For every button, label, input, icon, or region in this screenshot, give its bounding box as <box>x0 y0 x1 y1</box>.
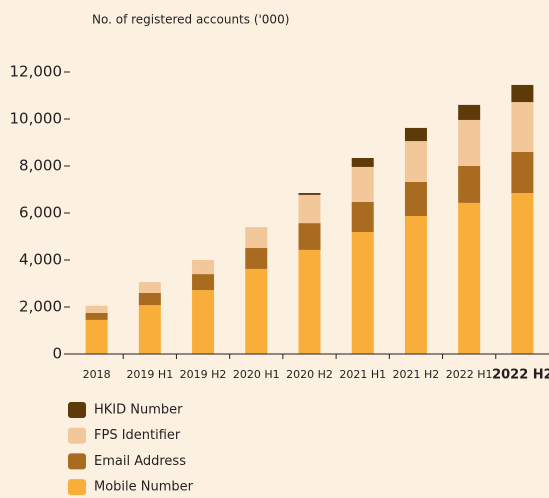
y-tick-label: 10,000 <box>10 110 63 128</box>
x-tick-label: 2019 H2 <box>180 368 227 381</box>
bar-segment <box>404 216 427 354</box>
bar-segment <box>404 181 427 217</box>
x-tick-label: 2021 H1 <box>339 368 386 381</box>
legend-swatch <box>68 453 86 470</box>
bar-segment <box>351 201 374 233</box>
bar-segment <box>404 127 427 142</box>
bar-segment <box>458 104 481 120</box>
bar-segment <box>85 312 108 320</box>
x-tick-label: 2022 H1 <box>446 368 493 381</box>
chart-title: No. of registered accounts ('000) <box>92 13 289 27</box>
legend-swatch <box>68 402 86 418</box>
legend-label: HKID Number <box>94 403 183 418</box>
bar-segment <box>245 227 268 249</box>
bar-segment <box>192 290 215 354</box>
bar-segment <box>458 119 481 166</box>
bar-segment <box>85 319 108 354</box>
bar-segment <box>298 193 321 195</box>
y-tick-label: 6,000 <box>19 204 62 222</box>
bar-segment <box>192 260 215 275</box>
legend-label: Email Address <box>94 454 186 469</box>
bar-segment <box>138 282 161 293</box>
bar-segment <box>351 158 374 167</box>
legend-swatch <box>68 479 86 496</box>
bar-segment <box>298 249 321 354</box>
bar-segment <box>298 194 321 224</box>
legend-label: Mobile Number <box>94 480 194 495</box>
bar-segment <box>192 274 215 291</box>
x-tick-label: 2018 <box>83 368 111 381</box>
bar-segment <box>511 84 534 103</box>
bar-segment <box>85 305 108 313</box>
bar-segment <box>511 193 534 354</box>
y-tick-label: 0 <box>52 345 62 363</box>
bar-segment <box>351 166 374 202</box>
bar-segment <box>458 202 481 354</box>
bar-segment <box>351 232 374 354</box>
x-tick-label: 2019 H1 <box>126 368 173 381</box>
bar-segment <box>138 292 161 306</box>
bar-segment <box>404 141 427 182</box>
bar-segment <box>511 151 534 194</box>
x-tick-label: 2020 H1 <box>233 368 280 381</box>
bar-segment <box>138 305 161 354</box>
x-tick-label: 2020 H2 <box>286 368 333 381</box>
x-tick-label: 2022 H2 <box>492 368 549 383</box>
bar-segment <box>245 248 268 269</box>
bar-segment <box>458 166 481 203</box>
legend-label: FPS Identifier <box>94 428 181 443</box>
bar-segment <box>511 102 534 152</box>
y-tick-label: 4,000 <box>19 251 62 269</box>
y-tick-label: 8,000 <box>19 157 62 175</box>
bar-segment <box>298 223 321 250</box>
legend-swatch <box>68 427 86 444</box>
bar-segment <box>245 268 268 354</box>
y-tick-label: 2,000 <box>19 298 62 316</box>
y-tick-label: 12,000 <box>10 63 63 81</box>
x-tick-label: 2021 H2 <box>393 368 440 381</box>
